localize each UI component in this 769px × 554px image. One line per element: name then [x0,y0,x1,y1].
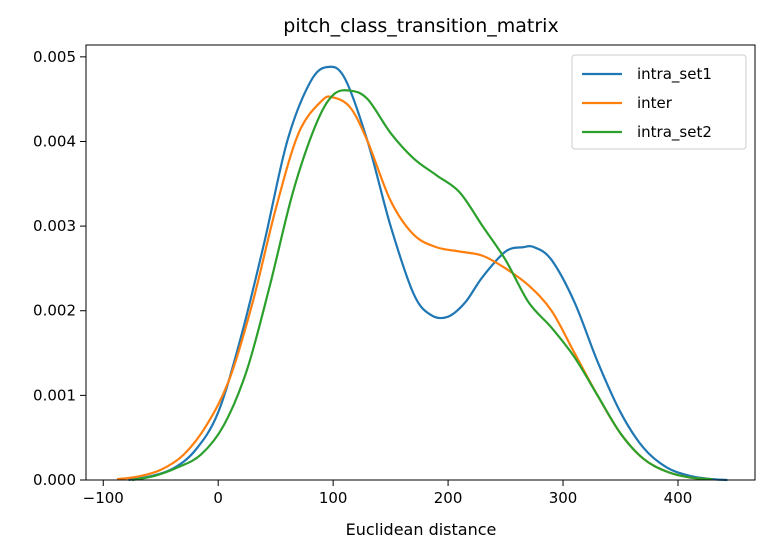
y-tick-label: 0.004 [33,132,76,150]
x-axis-label: Euclidean distance [346,520,497,539]
chart-title: pitch_class_transition_matrix [283,15,558,37]
plot-frame [85,44,756,481]
x-tick-label: −100 [83,489,124,507]
legend-label: intra_set2 [637,123,712,142]
plot-lines [116,65,728,482]
legend-label: inter [637,94,673,112]
legend-label: intra_set1 [637,65,712,84]
y-tick-label: 0.002 [33,302,76,320]
series-line-intra-set1 [128,65,728,482]
series-line-inter [116,95,713,481]
x-tick-label: 0 [213,489,223,507]
x-tick-label: 400 [664,489,693,507]
y-tick-label: 0.003 [33,217,76,235]
y-tick-label: 0.005 [33,48,76,66]
y-tick-label: 0.000 [33,471,76,489]
series-line-intra-set2 [131,89,713,482]
x-tick-label: 200 [434,489,463,507]
x-tick-label: 100 [319,489,348,507]
legend-box [571,54,747,150]
x-axis: −100 0 100 200 300 400 [83,480,693,507]
x-tick-label: 300 [549,489,578,507]
y-axis: 0.000 0.001 0.002 0.003 0.004 0.005 [33,48,86,489]
y-tick-label: 0.001 [33,386,76,404]
